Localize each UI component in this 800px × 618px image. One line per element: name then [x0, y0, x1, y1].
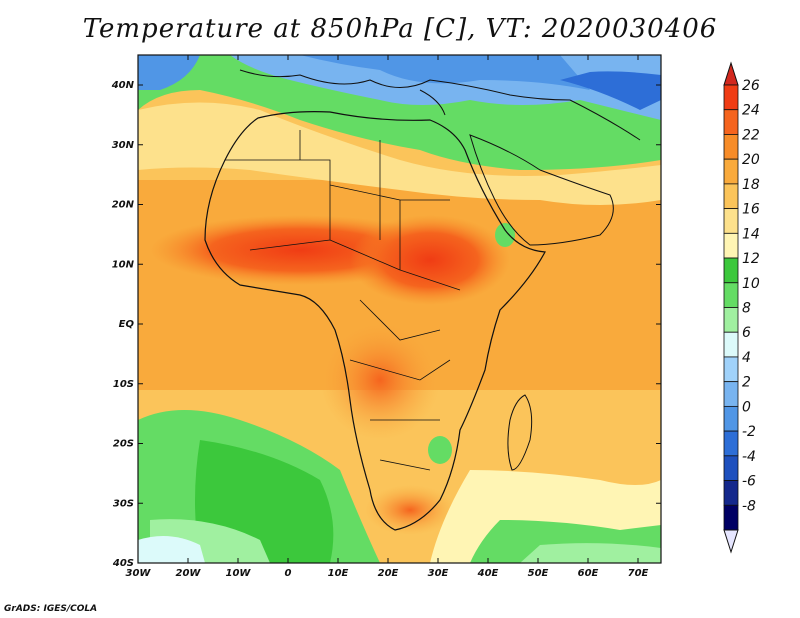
longitude-axis: 30W 20W 10W 0 10E 20E 30E 40E 50E 60E 70E: [126, 55, 649, 579]
colorbar-segment: [723, 183, 739, 210]
colorbar-segment: [723, 480, 739, 506]
lon-label: 30E: [428, 568, 449, 579]
map-title: Temperature at 850hPa [C], VT: 202003040…: [82, 14, 718, 44]
lat-label: 30S: [113, 498, 134, 509]
colorbar-segment: [723, 381, 739, 407]
lon-label: 20W: [176, 568, 202, 579]
colorbar-segment: [723, 307, 739, 333]
colorbar-label: 8: [742, 301, 751, 317]
europe-coastline: [239, 69, 641, 141]
colorbar-bottom-arrow: [723, 529, 739, 554]
colorbar-segment: [723, 134, 739, 160]
colorbar-label: 12: [742, 251, 760, 267]
lon-label: 30W: [126, 568, 152, 579]
colorbar-segment: [723, 158, 739, 185]
colorbar-segment: [723, 504, 739, 531]
colorbar-label: 2: [742, 375, 751, 391]
colorbar-label: 20: [742, 152, 760, 168]
lat-label: 20N: [112, 200, 135, 211]
colorbar-segment: [723, 282, 739, 308]
colorbar-label: 0: [742, 399, 751, 415]
colorbar-label: 10: [742, 276, 760, 292]
country-borders: [225, 130, 461, 471]
lon-label: 10W: [226, 568, 252, 579]
lon-label: 0: [285, 568, 292, 579]
temperature-field: [138, 55, 661, 563]
lat-label: 10S: [113, 379, 134, 390]
lat-label: 40N: [111, 80, 135, 91]
colorbar-label: 4: [742, 350, 751, 366]
arabia-coastline: [469, 134, 614, 246]
lat-label: 10N: [112, 259, 135, 270]
latitude-axis: 40N 30N 20N 10N EQ 10S 20S 30S 40S: [111, 80, 661, 569]
colorbar-label: 18: [742, 177, 760, 193]
lon-label: 70E: [628, 568, 649, 579]
africa-coastline: [204, 111, 546, 531]
lat-label: 40S: [112, 558, 134, 569]
colorbar-segment: [723, 257, 739, 284]
lon-label: 20E: [378, 568, 399, 579]
lon-label: 10E: [328, 568, 349, 579]
credit-text: GrADS: IGES/COLA: [4, 604, 98, 614]
colorbar-segment: [723, 331, 739, 358]
map-frame: [137, 54, 662, 564]
lon-label: 50E: [528, 568, 549, 579]
colorbar-segment: [723, 208, 739, 234]
colorbar-label: -8: [742, 498, 756, 514]
colorbar-label: 16: [742, 202, 760, 218]
colorbar-label: -2: [742, 424, 756, 440]
colorbar-label: -4: [742, 449, 756, 465]
colorbar-label: -6: [742, 474, 756, 490]
madagascar-coastline: [507, 394, 533, 471]
colorbar-segment: [723, 109, 739, 135]
colorbar-segment: [723, 430, 739, 457]
colorbar-label: 6: [742, 325, 751, 341]
colorbar-segment: [723, 232, 739, 259]
colorbar-top-arrow: [723, 61, 739, 86]
colorbar-segment: [723, 405, 739, 432]
colorbar-label: 24: [742, 103, 760, 119]
lat-label: 30N: [112, 140, 135, 151]
colorbar-label: 26: [742, 78, 760, 94]
lon-label: 60E: [578, 568, 599, 579]
lat-label: 20S: [113, 439, 134, 450]
colorbar-segment: [723, 455, 739, 481]
lat-label: EQ: [119, 319, 135, 330]
colorbar-label: 14: [742, 226, 760, 242]
colorbar-segment: [723, 84, 739, 111]
colorbar-label: 22: [742, 127, 760, 143]
lon-label: 40E: [477, 568, 499, 579]
colorbar-segment: [723, 356, 739, 383]
